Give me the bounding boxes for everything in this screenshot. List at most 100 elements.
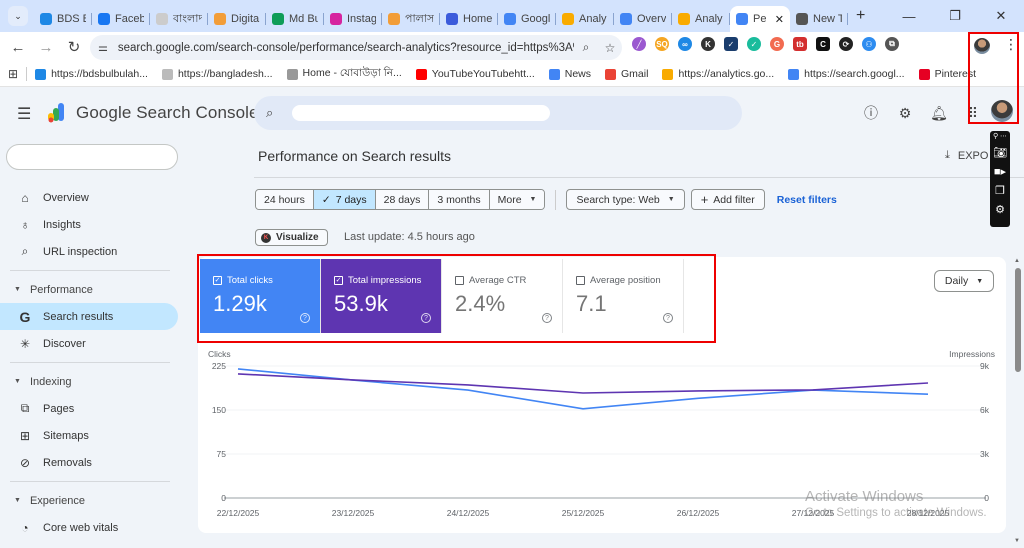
browser-tab[interactable]: Digita (208, 6, 266, 32)
apps-grid-icon[interactable]: ⠿ (967, 104, 979, 121)
site-info-icon[interactable]: ⚌ (98, 42, 108, 54)
extension-icon[interactable]: G (770, 37, 784, 51)
metric-card-average-ctr[interactable]: Average CTR 2.4%? (442, 259, 563, 333)
bookmark-item[interactable]: Pinterest (918, 66, 976, 83)
extension-icon[interactable]: ⧉ (885, 37, 899, 51)
minimize-button[interactable]: — (902, 8, 916, 24)
chrome-menu-icon[interactable]: ⋮ (1004, 36, 1018, 52)
scrollbar-thumb[interactable] (1015, 268, 1021, 372)
browser-tab[interactable]: পালাস (382, 6, 440, 32)
zoom-icon[interactable]: ⌕ (582, 40, 590, 54)
metric-card-total-clicks[interactable]: ✓ Total clicks 1.29k? (200, 259, 321, 333)
help-icon[interactable]: ⓘ (864, 105, 878, 121)
browser-tab[interactable]: Analy (556, 6, 614, 32)
bookmark-item[interactable]: https://bangladesh... (161, 66, 273, 83)
new-tab-button[interactable]: + (856, 7, 866, 24)
extension-icon[interactable]: K (701, 37, 715, 51)
date-range-3-months[interactable]: 3 months (429, 190, 490, 209)
performance-line-chart[interactable]: Clicks Impressions 0 0 75 3k 150 6k 225 9k 22/12/2… (198, 345, 1006, 530)
extension-icon[interactable]: tb (793, 37, 807, 51)
bookmark-item[interactable]: https://analytics.go... (662, 66, 774, 83)
bookmark-item[interactable]: YouTubeYouTubehtt... (415, 66, 535, 83)
forward-arrow-icon[interactable]: → (38, 38, 54, 56)
sidebar-item-overview[interactable]: ⌂ Overview (0, 184, 190, 211)
sidebar-section-experience[interactable]: ▼ Experience (0, 487, 190, 514)
account-avatar[interactable] (991, 100, 1013, 122)
sidebar-item-removals[interactable]: ⊘ Removals (0, 449, 190, 476)
scroll-down-arrow-icon[interactable]: ▼ (1014, 538, 1020, 544)
extension-icon[interactable]: SQ (655, 37, 669, 51)
url-text[interactable]: search.google.com/search-console/perform… (117, 41, 574, 54)
property-selector[interactable] (6, 144, 178, 170)
window-capture-icon[interactable]: ❐ (995, 185, 1005, 197)
search-type-dropdown[interactable]: Search type: Web ▼ (566, 189, 685, 210)
hamburger-menu-icon[interactable]: ☰ (17, 106, 32, 123)
notifications-bell-icon[interactable]: 🔔︎ (930, 104, 948, 121)
recorder-pin-icon[interactable]: ⚲ ⋯ (992, 133, 1008, 140)
inspect-url-search[interactable]: ⌕ (254, 96, 742, 130)
granularity-dropdown[interactable]: Daily ▼ (934, 270, 994, 292)
address-bar[interactable]: ⚌ search.google.com/search-console/perfo… (90, 35, 622, 60)
bookmark-item[interactable]: News (548, 66, 591, 83)
series-line-impressions[interactable] (237, 373, 929, 394)
metric-checkbox[interactable] (455, 276, 464, 285)
bookmark-item[interactable]: Gmail (605, 66, 648, 83)
extension-icon[interactable]: ✓ (747, 37, 761, 51)
chrome-profile-avatar[interactable] (974, 38, 990, 54)
help-icon[interactable]: ? (421, 313, 431, 323)
sidebar-item-pages[interactable]: ⧉ Pages (0, 395, 190, 422)
sidebar-item-core-web-vitals[interactable]: ◔ Core web vitals (0, 514, 190, 541)
extension-icon[interactable]: ⚇ (862, 37, 876, 51)
reload-icon[interactable]: ↻ (67, 39, 81, 56)
bookmark-item[interactable]: https://search.googl... (788, 66, 905, 83)
page-scrollbar[interactable]: ▲ ▼ (1012, 258, 1024, 548)
export-button[interactable]: ⤓ EXPO (945, 149, 988, 162)
sidebar-item-sitemaps[interactable]: ⊞ Sitemaps (0, 422, 190, 449)
reset-filters-link[interactable]: Reset filters (776, 193, 837, 206)
browser-tab[interactable]: New T (790, 6, 848, 32)
extension-icon[interactable]: ╱ (632, 37, 646, 51)
back-arrow-icon[interactable]: ← (10, 38, 26, 56)
apps-grid-icon[interactable]: ⊞ (8, 67, 19, 81)
browser-tab[interactable]: Faceb (92, 6, 150, 32)
date-range-24-hours[interactable]: 24 hours (256, 190, 314, 209)
camera-icon[interactable]: 📷︎ (993, 147, 1007, 159)
close-tab-icon[interactable]: ✕ (774, 13, 784, 26)
sidebar-item-url-inspection[interactable]: ⌕ URL inspection (0, 238, 190, 265)
browser-tab[interactable]: Overv (614, 6, 672, 32)
extension-icon[interactable]: C (816, 37, 830, 51)
video-camera-icon[interactable]: ■▸ (993, 166, 1007, 178)
sidebar-item-discover[interactable]: ✳ Discover (0, 330, 190, 357)
help-icon[interactable]: ? (663, 313, 673, 323)
bookmark-item[interactable]: Home - যোবাউড়া নি... (286, 66, 402, 83)
sidebar-item-search-results[interactable]: G Search results (0, 303, 178, 330)
browser-tab[interactable]: Googl (498, 6, 556, 32)
sidebar-item-insights[interactable]: ♁ Insights (0, 211, 190, 238)
add-filter-button[interactable]: + Add filter (690, 189, 765, 210)
date-range-7-days[interactable]: ✓ 7 days (313, 190, 376, 209)
recorder-settings-gear-icon[interactable]: ⚙ (995, 204, 1005, 216)
date-range-28-days[interactable]: 28 days (375, 190, 430, 209)
help-icon[interactable]: ? (300, 313, 310, 323)
metric-checkbox[interactable]: ✓ (334, 276, 343, 285)
tab-search-button[interactable]: ⌄ (8, 6, 28, 26)
scroll-up-arrow-icon[interactable]: ▲ (1014, 258, 1020, 264)
browser-tab[interactable]: বাংলাদ (150, 6, 208, 32)
bookmark-star-icon[interactable]: ☆ (604, 40, 616, 55)
browser-tab[interactable]: Pe ✕ (730, 6, 790, 32)
users-settings-icon[interactable]: ⚙ (898, 104, 912, 121)
extension-icon[interactable]: ✓ (724, 37, 738, 51)
extension-icon[interactable]: ⟳ (839, 37, 853, 51)
browser-tab[interactable]: Home (440, 6, 498, 32)
close-window-button[interactable]: ✕ (995, 8, 1007, 23)
sidebar-section-indexing[interactable]: ▼ Indexing (0, 368, 190, 395)
sidebar-section-performance[interactable]: ▼ Performance (0, 276, 190, 303)
browser-tab[interactable]: Analy (672, 6, 730, 32)
metric-checkbox[interactable] (576, 276, 585, 285)
visualize-button[interactable]: K Visualize (255, 229, 328, 246)
metric-card-total-impressions[interactable]: ✓ Total impressions 53.9k? (321, 259, 442, 333)
date-range-more[interactable]: More ▼ (489, 190, 545, 209)
browser-tab[interactable]: BDS B (34, 6, 92, 32)
browser-tab[interactable]: Instag (324, 6, 382, 32)
metric-checkbox[interactable]: ✓ (213, 276, 222, 285)
